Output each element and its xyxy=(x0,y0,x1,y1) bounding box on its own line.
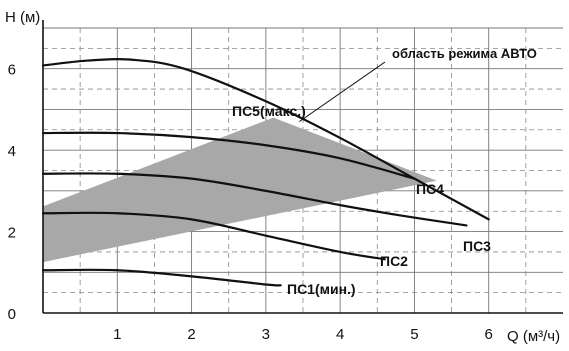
y-tick-label: 4 xyxy=(8,143,16,160)
x-tick-label: 1 xyxy=(113,326,121,343)
curve-ps3 xyxy=(41,172,468,227)
y-axis-label: H (м) xyxy=(5,9,40,26)
x-tick-label: 6 xyxy=(485,326,493,343)
y-tick-label: 0 xyxy=(8,306,16,323)
curve-label-ps4: ПС4 xyxy=(416,181,444,197)
tick-labels: 1 2 3 4 5 6 0 2 4 6 xyxy=(8,62,493,343)
y-tick-label: 2 xyxy=(8,225,16,242)
auto-region-leader-line xyxy=(299,61,386,123)
curve-ps4 xyxy=(41,131,416,180)
curve-label-ps1: ПС1(мин.) xyxy=(287,281,356,297)
curve-ps2 xyxy=(41,211,386,261)
chart-axes xyxy=(42,20,563,314)
x-tick-label: 5 xyxy=(410,326,418,343)
x-axis-label: Q (м³/ч) xyxy=(507,328,560,345)
pump-curves xyxy=(41,58,490,287)
curve-ps1 xyxy=(41,268,282,287)
curve-label-ps3: ПС3 xyxy=(463,238,491,254)
auto-mode-region xyxy=(43,117,437,263)
x-tick-label: 3 xyxy=(262,326,270,343)
auto-region-label: область режима АВТО xyxy=(392,46,537,61)
x-tick-label: 4 xyxy=(336,326,344,343)
curve-label-ps2: ПС2 xyxy=(380,253,408,269)
y-tick-label: 6 xyxy=(8,62,16,79)
curve-label-ps5: ПС5(макс.) xyxy=(232,103,306,119)
x-tick-label: 2 xyxy=(187,326,195,343)
